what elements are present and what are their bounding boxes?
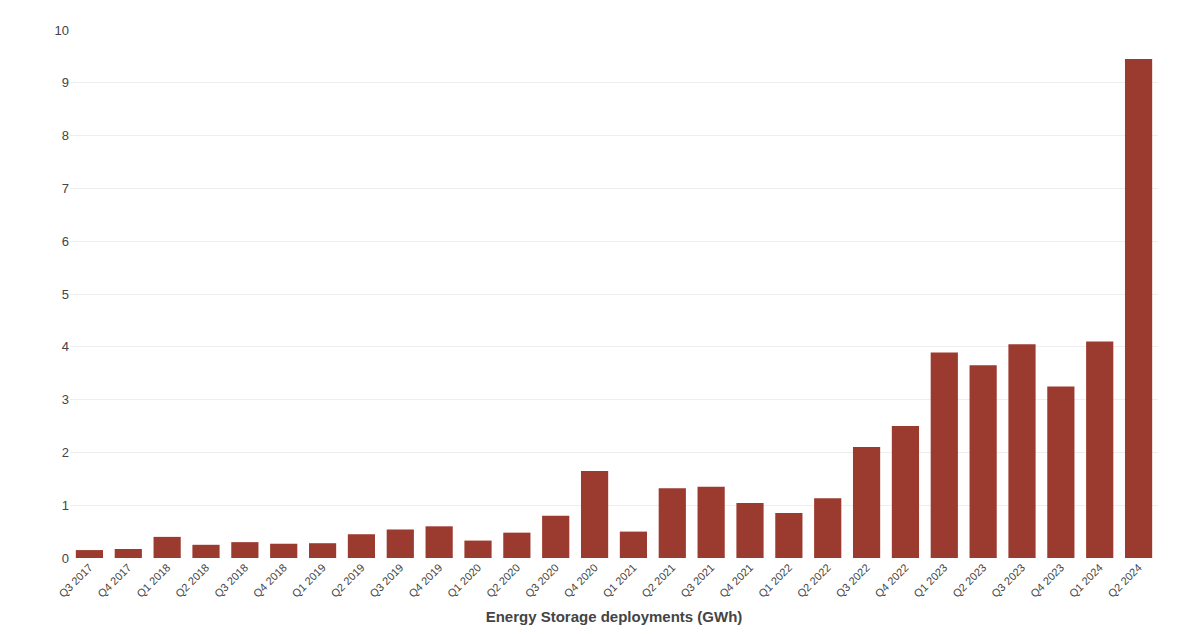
svg-text:3: 3	[62, 392, 69, 407]
svg-text:Q2 2018: Q2 2018	[173, 561, 211, 599]
svg-text:9: 9	[62, 75, 69, 90]
svg-text:Q3 2021: Q3 2021	[678, 561, 716, 599]
svg-text:6: 6	[62, 234, 69, 249]
svg-text:Q2 2020: Q2 2020	[484, 561, 522, 599]
svg-text:Q4 2022: Q4 2022	[872, 561, 910, 599]
svg-text:Q4 2020: Q4 2020	[562, 561, 600, 599]
svg-text:Q4 2023: Q4 2023	[1028, 561, 1066, 599]
svg-text:4: 4	[62, 339, 69, 354]
svg-text:Q4 2018: Q4 2018	[251, 561, 289, 599]
svg-text:Q2 2021: Q2 2021	[639, 561, 677, 599]
svg-text:Q1 2023: Q1 2023	[911, 561, 949, 599]
svg-text:Q3 2022: Q3 2022	[834, 561, 872, 599]
svg-text:Q1 2022: Q1 2022	[756, 561, 794, 599]
svg-text:Q3 2017: Q3 2017	[56, 561, 94, 599]
svg-text:Q2 2022: Q2 2022	[795, 561, 833, 599]
svg-text:2: 2	[62, 445, 69, 460]
svg-text:Q3 2018: Q3 2018	[212, 561, 250, 599]
svg-text:1: 1	[62, 498, 69, 513]
svg-text:Q2 2019: Q2 2019	[328, 561, 366, 599]
svg-text:Q2 2023: Q2 2023	[950, 561, 988, 599]
svg-text:5: 5	[62, 287, 69, 302]
svg-text:Q3 2019: Q3 2019	[367, 561, 405, 599]
svg-text:Q4 2017: Q4 2017	[95, 561, 133, 599]
svg-text:10: 10	[55, 23, 69, 38]
svg-text:Energy Storage deployments (GW: Energy Storage deployments (GWh)	[486, 608, 743, 625]
svg-text:0: 0	[62, 551, 69, 566]
svg-text:7: 7	[62, 181, 69, 196]
svg-text:Q3 2020: Q3 2020	[523, 561, 561, 599]
svg-text:Q1 2020: Q1 2020	[445, 561, 483, 599]
svg-text:Q1 2021: Q1 2021	[600, 561, 638, 599]
svg-text:Q3 2023: Q3 2023	[989, 561, 1027, 599]
svg-text:Q1 2024: Q1 2024	[1067, 561, 1105, 599]
svg-text:Q4 2019: Q4 2019	[406, 561, 444, 599]
svg-text:8: 8	[62, 128, 69, 143]
svg-text:Q1 2018: Q1 2018	[134, 561, 172, 599]
svg-text:Q2 2024: Q2 2024	[1106, 561, 1144, 599]
svg-text:Q4 2021: Q4 2021	[717, 561, 755, 599]
svg-text:Q1 2019: Q1 2019	[290, 561, 328, 599]
